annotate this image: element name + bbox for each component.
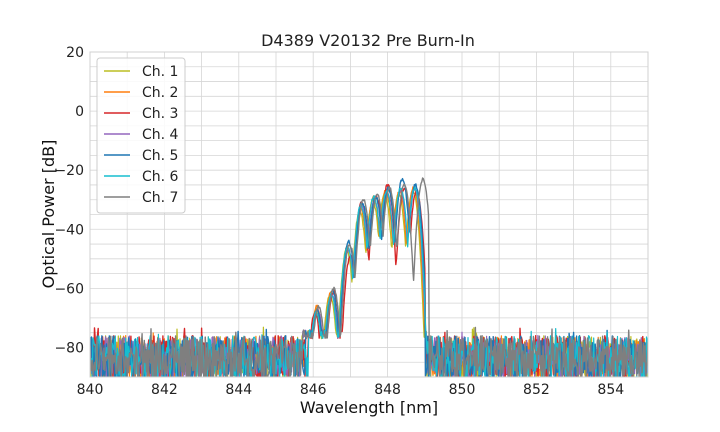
plot-frame: [89, 51, 649, 378]
x-tick-label: 852: [523, 382, 550, 398]
legend-label: Ch. 4: [142, 127, 179, 143]
legend-label: Ch. 7: [142, 190, 178, 206]
plot-area: [90, 177, 648, 377]
legend-box: [96, 57, 186, 214]
x-tick-label: 850: [449, 382, 476, 398]
x-tick-label: 844: [225, 382, 252, 398]
y-tick-label: −20: [54, 163, 84, 179]
x-tick-label: 854: [597, 382, 624, 398]
x-tick-label: 848: [374, 382, 401, 398]
y-tick-labels: 20 0 −20 −40 −60 −80: [54, 45, 84, 356]
chart-title: D4389 V20132 Pre Burn-In: [261, 31, 475, 50]
y-tick-label: −60: [54, 281, 84, 297]
x-tick-labels: 840 842 844 846 848 850 852 854: [77, 382, 625, 398]
y-axis-title: Optical Power [dB]: [39, 140, 58, 289]
legend-label: Ch. 2: [142, 85, 178, 101]
x-axis-title: Wavelength [nm]: [300, 398, 438, 417]
x-tick-label: 842: [151, 382, 178, 398]
legend: Ch. 1 Ch. 2 Ch. 3 Ch. 4 Ch. 5 Ch. 6 Ch. 7: [96, 57, 186, 214]
legend-label: Ch. 1: [142, 64, 178, 80]
legend-label: Ch. 5: [142, 148, 178, 164]
x-tick-label: 846: [300, 382, 327, 398]
y-tick-label: 0: [75, 104, 84, 120]
y-tick-label: −40: [54, 222, 84, 238]
y-tick-label: −80: [54, 340, 84, 356]
x-tick-label: 840: [77, 382, 104, 398]
legend-label: Ch. 3: [142, 106, 178, 122]
series-line-7: [90, 177, 648, 377]
y-tick-label: 20: [66, 45, 84, 61]
legend-label: Ch. 6: [142, 169, 179, 185]
